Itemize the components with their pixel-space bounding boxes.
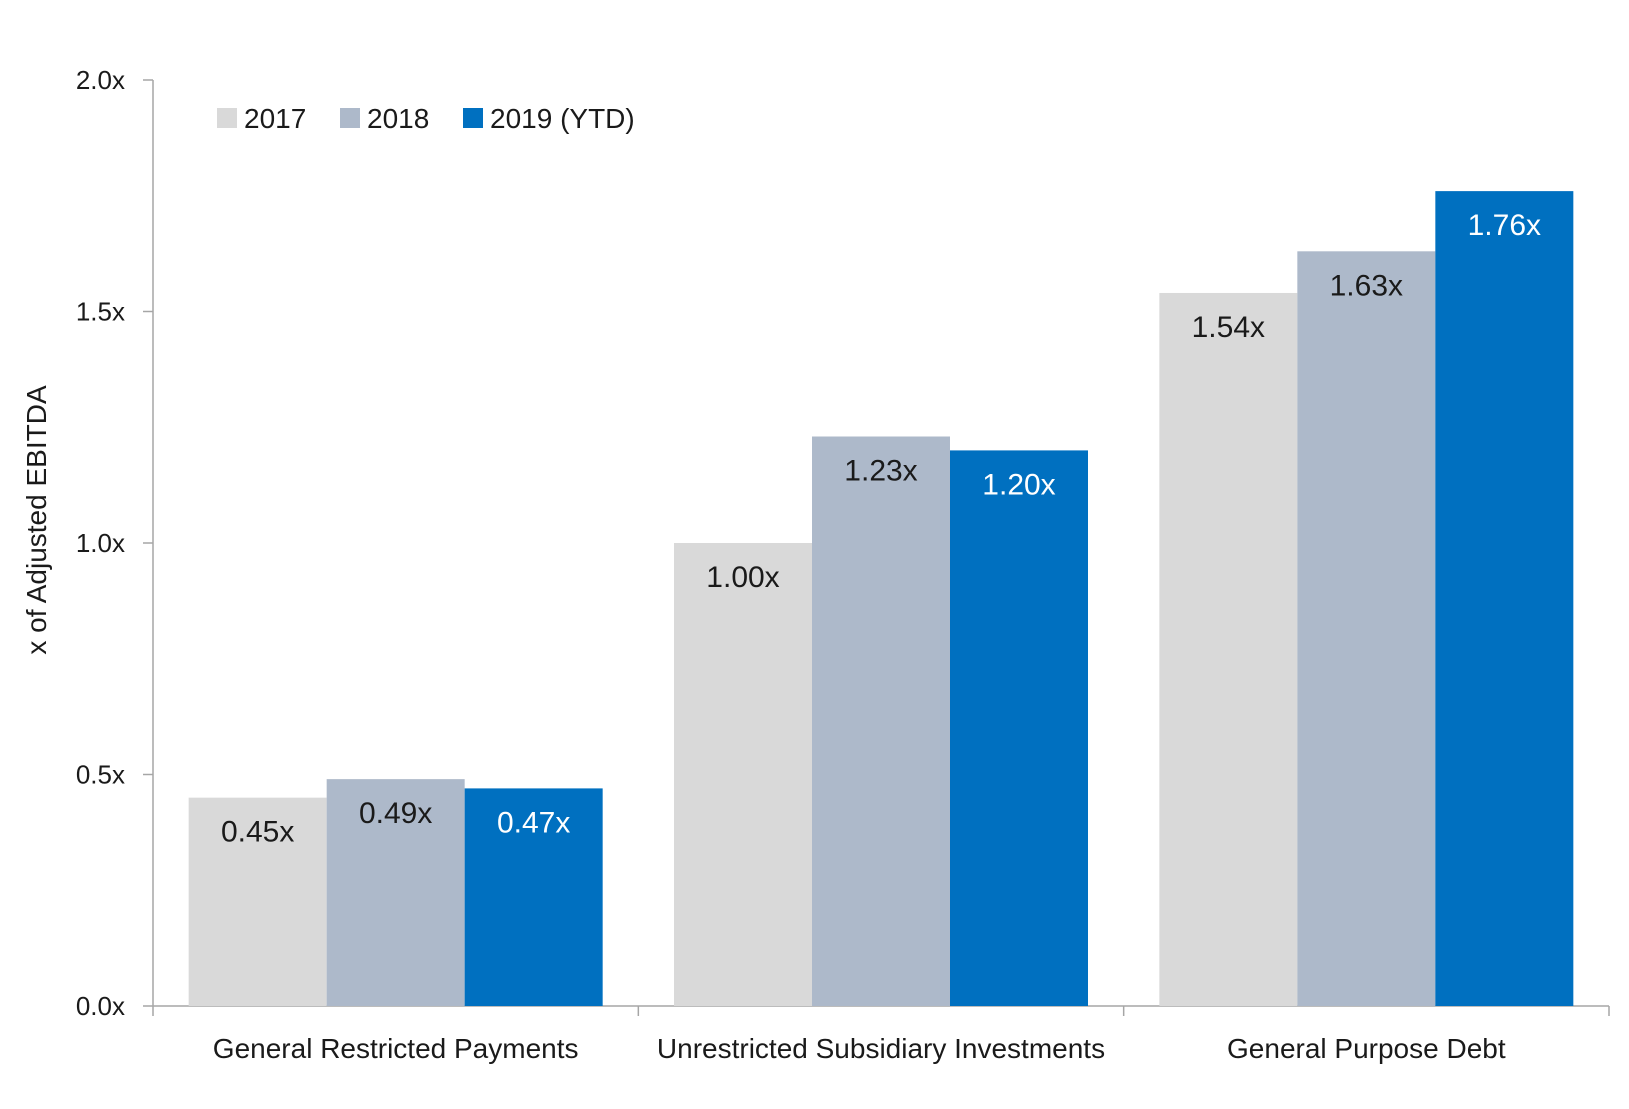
bar [812, 436, 950, 1006]
legend-swatch [463, 108, 483, 128]
y-axis-title: x of Adjusted EBITDA [21, 385, 52, 655]
data-label: 0.49x [359, 797, 432, 830]
data-label: 1.20x [982, 468, 1055, 501]
data-label: 1.54x [1192, 311, 1265, 344]
data-label: 1.76x [1468, 209, 1541, 242]
legend-label: 2017 [244, 103, 306, 134]
bar [1435, 191, 1574, 1006]
y-tick-label: 0.0x [76, 991, 125, 1021]
data-label: 1.23x [844, 455, 917, 488]
legend-label: 2018 [367, 103, 429, 134]
legend-swatch [217, 108, 237, 128]
y-tick-label: 2.0x [76, 65, 125, 95]
y-tick-label: 0.5x [76, 760, 125, 790]
bar [326, 779, 465, 1006]
legend: 2017 2018 2019 (YTD) [217, 103, 635, 134]
bar [464, 788, 603, 1006]
x-category-label: General Purpose Debt [1227, 1033, 1506, 1064]
y-tick-label: 1.5x [76, 297, 125, 327]
x-category-label: Unrestricted Subsidiary Investments [657, 1033, 1105, 1064]
axes: 0.0x 0.5x 1.0x 1.5x 2.0x General Restricted P… [76, 65, 1610, 1064]
bar [188, 797, 327, 1006]
data-label: 0.47x [497, 806, 570, 839]
data-labels: 0.45x 0.49x 0.47x 1.00x 1.23x 1.20x 1.54x 1.63x… [221, 209, 1541, 849]
bar [950, 450, 1088, 1006]
bar [674, 543, 812, 1006]
legend-swatch [340, 108, 360, 128]
x-category-label: General Restricted Payments [213, 1033, 579, 1064]
data-label: 1.00x [706, 561, 779, 594]
legend-label: 2019 (YTD) [490, 103, 635, 134]
bars [188, 191, 1574, 1007]
bar [1297, 251, 1436, 1006]
data-label: 0.45x [221, 816, 294, 849]
data-label: 1.63x [1330, 269, 1403, 302]
bar [1159, 292, 1298, 1007]
y-tick-label: 1.0x [76, 528, 125, 558]
